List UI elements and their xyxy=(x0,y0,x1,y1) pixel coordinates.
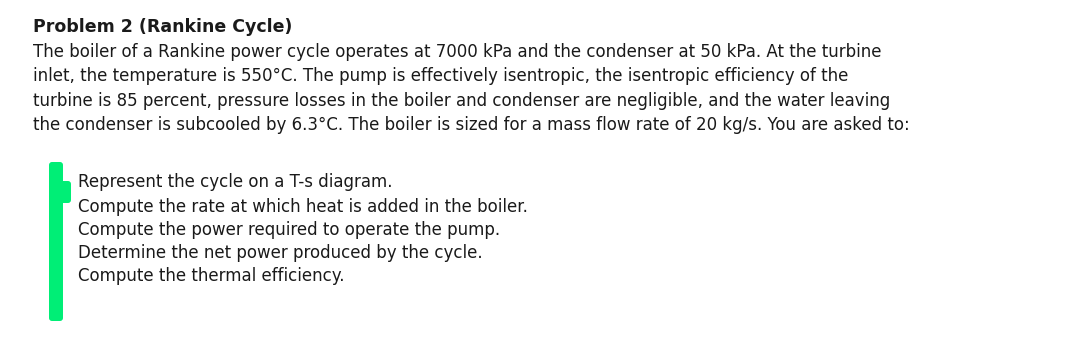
Text: Represent the cycle on a T-s diagram.: Represent the cycle on a T-s diagram. xyxy=(78,173,392,191)
Text: Determine the net power produced by the cycle.: Determine the net power produced by the … xyxy=(78,244,483,262)
Text: Compute the thermal efficiency.: Compute the thermal efficiency. xyxy=(78,267,345,285)
FancyBboxPatch shape xyxy=(55,181,71,203)
Text: Compute the rate at which heat is added in the boiler.: Compute the rate at which heat is added … xyxy=(78,198,528,216)
Text: Problem 2 (Rankine Cycle): Problem 2 (Rankine Cycle) xyxy=(33,18,293,36)
Text: The boiler of a Rankine power cycle operates at 7000 kPa and the condenser at 50: The boiler of a Rankine power cycle oper… xyxy=(33,43,909,134)
Text: Compute the power required to operate the pump.: Compute the power required to operate th… xyxy=(78,221,500,239)
FancyBboxPatch shape xyxy=(49,162,63,321)
